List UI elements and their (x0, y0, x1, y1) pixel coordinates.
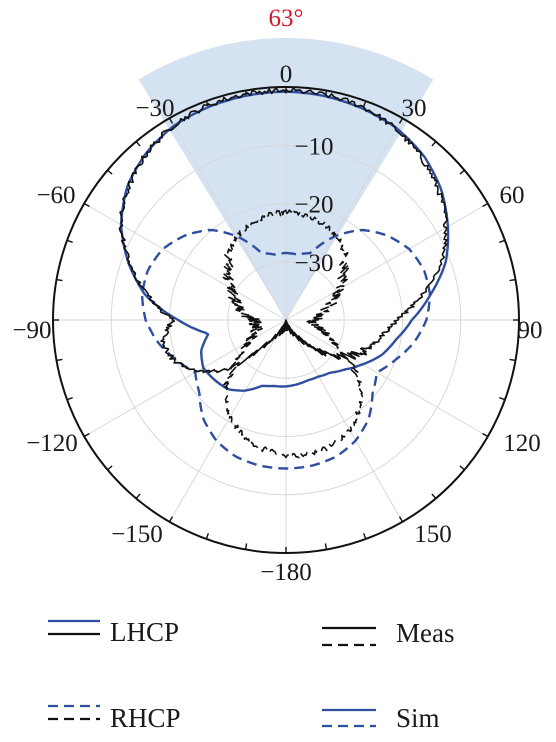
angle-tick-label: −120 (26, 430, 78, 457)
series-lhcp-meas (118, 87, 449, 374)
angle-tick-label: −90 (12, 317, 51, 344)
series-rhcp-sim (141, 228, 431, 470)
angle-tick-mark (83, 202, 90, 208)
angle-tick-mark (83, 432, 90, 438)
angle-tick-mark (168, 117, 174, 124)
angle-tick-mark (482, 202, 489, 208)
angle-tick-label: −150 (111, 521, 163, 548)
angle-tick-mark (107, 465, 113, 471)
legend-row-rhcp: RHCP (48, 703, 181, 733)
series-layer (118, 87, 450, 470)
grid-spoke (83, 203, 287, 321)
beamwidth-label: 63° (269, 5, 304, 32)
angle-tick-mark (56, 278, 63, 282)
grid-spoke (169, 117, 287, 321)
legend-label-meas: Meas (396, 618, 454, 648)
angle-tick-label: −180 (260, 559, 312, 586)
angle-tick-label: 150 (414, 521, 452, 548)
angle-tick-mark (56, 358, 63, 362)
grid-spoke (169, 319, 287, 523)
polar-grid (52, 86, 520, 554)
angle-tick-mark (499, 239, 506, 244)
angle-tick-mark (135, 493, 141, 499)
angle-tick-mark (482, 432, 489, 438)
legend-row-meas: Meas (322, 618, 454, 648)
legend-label-rhcp: RHCP (110, 703, 181, 733)
angle-tick-mark (431, 493, 437, 499)
grid-spoke (285, 117, 403, 321)
angle-tick-mark (135, 141, 141, 147)
angle-tick-mark (66, 396, 73, 401)
angle-tick-mark (459, 465, 465, 471)
grid-spoke (285, 319, 403, 523)
angle-tick-mark (244, 543, 248, 550)
angle-tick-mark (509, 278, 516, 282)
angle-tick-label: −60 (36, 182, 75, 209)
angle-tick-mark (362, 533, 367, 540)
angle-tick-label: 0 (280, 61, 293, 88)
angle-tick-mark (205, 533, 210, 540)
angle-tick-mark (398, 516, 404, 523)
angle-tick-label: 60 (500, 182, 525, 209)
series-rhcp-meas (222, 209, 364, 459)
angle-tick-label: −30 (135, 95, 174, 122)
angle-tick-mark (66, 239, 73, 244)
angle-tick-mark (459, 169, 465, 175)
angle-tick-mark (431, 141, 437, 147)
legend-label-sim: Sim (396, 703, 440, 733)
legend-label-lhcp: LHCP (110, 617, 179, 647)
grid-spoke (285, 319, 489, 437)
legend: LHCP Meas RHCP Sim (48, 617, 454, 733)
radial-tick-label: −20 (294, 192, 333, 219)
angle-tick-mark (168, 516, 174, 523)
angle-tick-mark (499, 396, 506, 401)
angle-tick-label: 30 (402, 95, 427, 122)
angle-tick-mark (362, 100, 367, 107)
angle-tick-mark (324, 543, 328, 550)
angle-tick-mark (398, 117, 404, 124)
angle-tick-mark (509, 358, 516, 362)
radial-tick-label: −30 (294, 250, 333, 277)
grid-spoke (285, 203, 489, 321)
radial-tick-label: −10 (294, 133, 333, 160)
tick-labels-layer: 0 30 60 90 120 150 −180 −150 −120 −90 −60 −30 −10 −20… (12, 61, 542, 586)
legend-row-sim: Sim (322, 703, 440, 733)
angle-tick-label: 120 (503, 430, 541, 457)
series-lhcp-sim (119, 90, 450, 392)
legend-row-lhcp: LHCP (48, 617, 179, 647)
angle-tick-mark (107, 169, 113, 175)
angle-tick-label: 90 (518, 317, 543, 344)
